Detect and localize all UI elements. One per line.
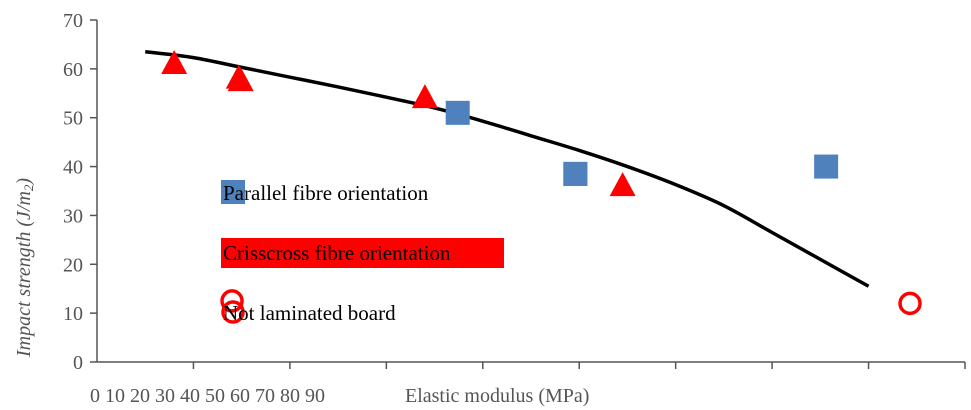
y-axis-label-unit: (J/m <box>13 191 35 227</box>
crisscross-point <box>609 172 636 197</box>
y-tick-label: 10 <box>63 303 83 325</box>
legend-label: Crisscross fibre orientation <box>223 241 451 265</box>
legend-swatch <box>221 180 245 204</box>
legend-swatch <box>221 300 245 324</box>
not-laminated-point <box>898 291 922 316</box>
crisscross-point <box>227 67 254 92</box>
y-tick-label: 20 <box>63 254 83 276</box>
y-tick-label: 30 <box>63 205 83 227</box>
y-axis-label-main: Impact strength <box>13 227 35 358</box>
y-tick-labels: 0 10 20 30 40 50 60 70 <box>63 10 83 374</box>
crisscross-point <box>161 49 188 74</box>
parallel-point <box>445 100 470 125</box>
trendline <box>145 50 870 288</box>
y-tick-label: 40 <box>63 157 83 179</box>
x-axis-label: Elastic modulus (MPa) <box>405 385 589 407</box>
y-tick-label: 50 <box>63 108 83 130</box>
x-tick-labels: 0 10 20 30 40 50 60 70 80 90 <box>90 385 325 407</box>
legend-label: Parallel fibre orientation <box>223 181 429 205</box>
legend: Parallel fibre orientation Crisscross fib… <box>221 180 504 325</box>
legend-label: Not laminated board <box>223 301 396 325</box>
y-axis-label-subscript: 2 <box>21 184 36 191</box>
y-tick-label: 60 <box>63 59 83 81</box>
data-points <box>161 49 922 316</box>
y-tick-label: 0 <box>73 352 83 374</box>
parallel-point <box>563 161 588 186</box>
trendline-group <box>145 50 870 288</box>
axes <box>90 19 966 369</box>
y-axis-label: Impact strength (J/m2) <box>13 178 36 358</box>
y-tick-label: 70 <box>63 10 83 32</box>
legend-highlight <box>221 238 504 268</box>
not-laminated-point <box>220 289 244 313</box>
y-axis-label-close: ) <box>13 178 35 186</box>
crisscross-point <box>411 84 438 109</box>
parallel-point <box>814 154 839 179</box>
